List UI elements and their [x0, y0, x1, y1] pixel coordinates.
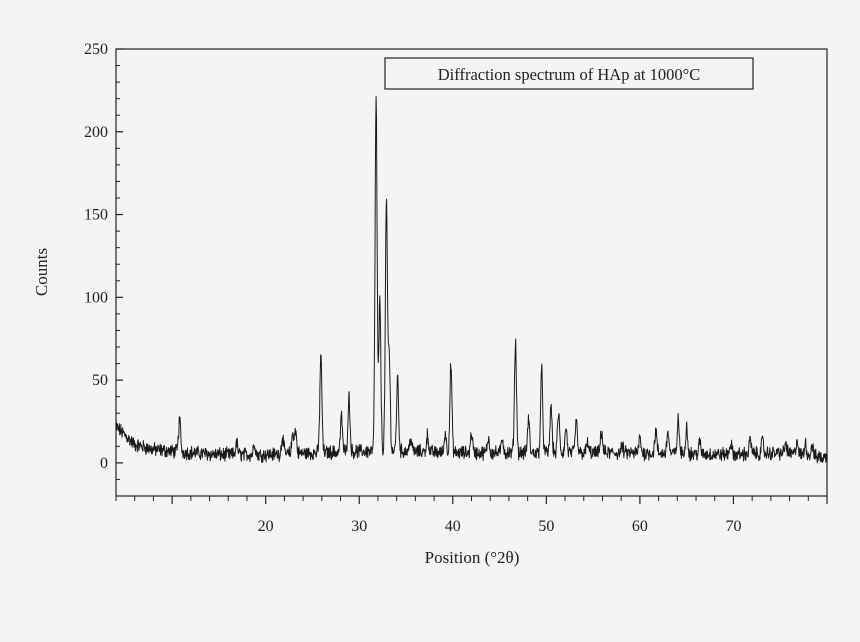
y-tick-label: 200 [84, 124, 108, 141]
y-tick-label: 150 [84, 207, 108, 224]
legend: Diffraction spectrum of HAp at 1000°C [384, 57, 754, 90]
y-tick-label: 0 [100, 455, 108, 472]
y-tick-label: 50 [92, 372, 108, 389]
plot-frame [115, 48, 828, 497]
y-tick-label: 250 [84, 41, 108, 58]
y-tick-label: 100 [84, 289, 108, 306]
x-axis-title: Position (°2θ) [425, 548, 520, 567]
x-axis: 20 30 40 50 60 70 [115, 496, 828, 535]
x-tick-label: 30 [351, 518, 367, 535]
y-axis: 0 50 100 150 200 250 [84, 41, 123, 497]
spectrum-line [115, 96, 828, 464]
y-axis-title: Counts [32, 248, 51, 296]
legend-text: Diffraction spectrum of HAp at 1000°C [438, 65, 700, 84]
x-tick-label: 70 [725, 518, 741, 535]
x-tick-label: 60 [632, 518, 648, 535]
legend-box [384, 57, 754, 90]
x-tick-label: 50 [538, 518, 554, 535]
x-tick-label: 40 [445, 518, 461, 535]
x-tick-label: 20 [258, 518, 274, 535]
